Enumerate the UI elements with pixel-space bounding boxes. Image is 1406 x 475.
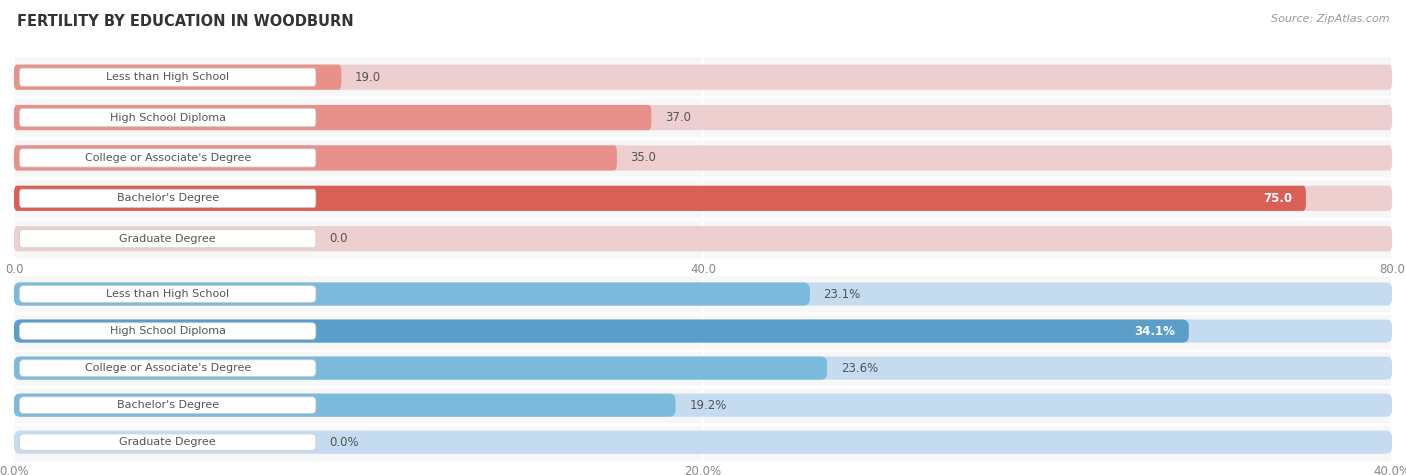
FancyBboxPatch shape	[14, 145, 617, 171]
FancyBboxPatch shape	[14, 320, 1188, 342]
FancyBboxPatch shape	[14, 226, 1392, 251]
Text: 19.0: 19.0	[356, 71, 381, 84]
Text: 0.0: 0.0	[329, 232, 349, 245]
FancyBboxPatch shape	[14, 65, 1392, 90]
FancyBboxPatch shape	[20, 189, 316, 208]
Text: College or Associate's Degree: College or Associate's Degree	[84, 153, 250, 163]
FancyBboxPatch shape	[20, 397, 316, 414]
Text: Bachelor's Degree: Bachelor's Degree	[117, 193, 219, 203]
Text: High School Diploma: High School Diploma	[110, 326, 226, 336]
FancyBboxPatch shape	[20, 434, 316, 451]
FancyBboxPatch shape	[14, 394, 1392, 417]
FancyBboxPatch shape	[20, 149, 316, 167]
Text: Source: ZipAtlas.com: Source: ZipAtlas.com	[1271, 14, 1389, 24]
Text: 0.0%: 0.0%	[329, 436, 359, 449]
FancyBboxPatch shape	[14, 283, 1392, 305]
Text: College or Associate's Degree: College or Associate's Degree	[84, 363, 250, 373]
Text: 34.1%: 34.1%	[1135, 324, 1175, 338]
Text: 23.1%: 23.1%	[824, 287, 860, 301]
FancyBboxPatch shape	[20, 285, 316, 303]
Text: Less than High School: Less than High School	[105, 72, 229, 82]
FancyBboxPatch shape	[20, 229, 316, 248]
FancyBboxPatch shape	[14, 105, 1392, 130]
FancyBboxPatch shape	[14, 186, 1306, 211]
FancyBboxPatch shape	[20, 108, 316, 127]
Text: 23.6%: 23.6%	[841, 361, 877, 375]
FancyBboxPatch shape	[14, 394, 675, 417]
FancyBboxPatch shape	[20, 68, 316, 86]
Text: High School Diploma: High School Diploma	[110, 113, 226, 123]
FancyBboxPatch shape	[14, 105, 651, 130]
Text: 75.0: 75.0	[1263, 192, 1292, 205]
Text: Less than High School: Less than High School	[105, 289, 229, 299]
FancyBboxPatch shape	[14, 65, 342, 90]
Text: Graduate Degree: Graduate Degree	[120, 437, 217, 447]
Text: Bachelor's Degree: Bachelor's Degree	[117, 400, 219, 410]
FancyBboxPatch shape	[14, 283, 810, 305]
FancyBboxPatch shape	[14, 431, 1392, 454]
FancyBboxPatch shape	[20, 360, 316, 377]
FancyBboxPatch shape	[14, 357, 1392, 380]
FancyBboxPatch shape	[14, 357, 827, 380]
Text: 37.0: 37.0	[665, 111, 692, 124]
Text: Graduate Degree: Graduate Degree	[120, 234, 217, 244]
Text: 19.2%: 19.2%	[689, 399, 727, 412]
Text: FERTILITY BY EDUCATION IN WOODBURN: FERTILITY BY EDUCATION IN WOODBURN	[17, 14, 353, 29]
FancyBboxPatch shape	[14, 320, 1392, 342]
FancyBboxPatch shape	[20, 323, 316, 340]
FancyBboxPatch shape	[14, 186, 1392, 211]
FancyBboxPatch shape	[14, 145, 1392, 171]
Text: 35.0: 35.0	[631, 152, 657, 164]
